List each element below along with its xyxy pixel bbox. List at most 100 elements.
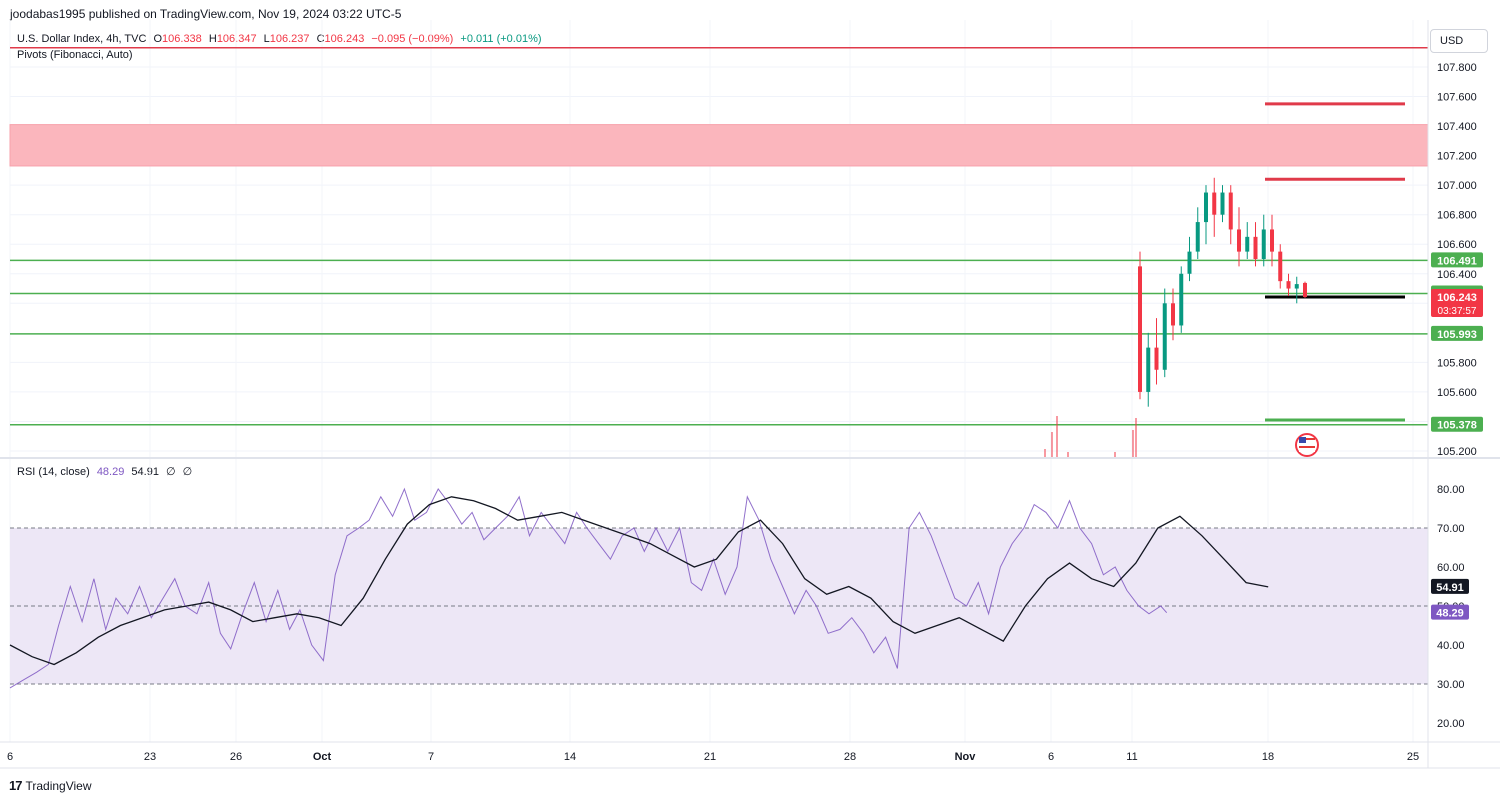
candle-body <box>1286 281 1291 289</box>
candle-body <box>1162 303 1167 370</box>
time-tick-label: 21 <box>704 751 716 763</box>
candle-body <box>1237 229 1241 252</box>
flag-stripe <box>1299 438 1315 440</box>
rsi-label: 54.91 <box>1436 582 1464 594</box>
rsi-ma-value: 54.91 <box>131 466 159 478</box>
rsi-tick-label: 60.00 <box>1437 562 1465 574</box>
price-tick-label: 106.600 <box>1437 239 1477 251</box>
candle-body <box>1220 192 1225 215</box>
candle-body <box>1146 347 1151 392</box>
tradingview-logo-icon: 17 <box>9 778 23 793</box>
rsi-legend: RSI (14, close) 48.29 54.91 ∅ ∅ <box>17 465 196 478</box>
time-tick-label: 25 <box>1407 751 1419 763</box>
time-tick-label: 28 <box>844 751 856 763</box>
candle-body <box>1261 229 1266 259</box>
price-label-box <box>1431 416 1483 432</box>
time-tick-label: Nov <box>955 751 977 763</box>
time-tick-label: 6 <box>7 751 13 763</box>
rsi-extra-2: ∅ <box>182 466 193 478</box>
candle-body <box>1138 266 1142 392</box>
candle-body <box>1294 284 1299 289</box>
time-tick-label: 26 <box>230 751 242 763</box>
low-value: 106.237 <box>269 33 310 45</box>
rsi-tick-label: 30.00 <box>1437 679 1465 691</box>
pivots-indicator-legend[interactable]: Pivots (Fibonacci, Auto) <box>17 49 133 61</box>
price-legend: U.S. Dollar Index, 4h, TVC O106.338 H106… <box>17 33 546 45</box>
flag-stripe <box>1299 442 1315 444</box>
high-value: 106.347 <box>216 33 257 45</box>
flag-stripe <box>1299 446 1315 448</box>
pivot-levels <box>10 47 1428 426</box>
price-tick-label: 105.600 <box>1437 387 1477 399</box>
time-tick-label: 14 <box>564 751 576 763</box>
price-tick-label: 107.000 <box>1437 180 1477 192</box>
resistance-zone-rect <box>9 124 1429 167</box>
open-value: 106.338 <box>162 33 202 45</box>
flag-stripe <box>1299 450 1315 452</box>
high-label: H <box>208 33 217 45</box>
extra-change-value: +0.011 (+0.01%) <box>460 33 542 45</box>
price-label: 105.378 <box>1437 420 1477 432</box>
candle-body <box>1171 303 1175 326</box>
time-tick-label: 18 <box>1262 751 1274 763</box>
candle-body <box>1278 251 1283 282</box>
publisher-header: joodabas1995 published on TradingView.co… <box>10 7 402 21</box>
candle-body <box>1179 273 1184 326</box>
price-tick-label: 107.400 <box>1437 121 1477 133</box>
rsi-ma-line <box>9 496 1269 666</box>
candle-body <box>1228 192 1233 230</box>
open-label: O <box>153 33 163 45</box>
brand-name: TradingView <box>25 778 92 793</box>
price-label: 106.491 <box>1437 255 1477 267</box>
low-label: L <box>263 33 270 45</box>
rsi-tick-label: 80.00 <box>1437 484 1465 496</box>
price-tick-label: 106.400 <box>1437 269 1477 281</box>
candlestick-series <box>1044 177 1307 458</box>
price-tick-label: 107.200 <box>1437 151 1477 163</box>
time-tick-label: 11 <box>1126 751 1137 763</box>
tradingview-brand[interactable]: 17 TradingView <box>9 778 92 793</box>
axes: 107.800 107.600 107.400 107.200 107.000 106.8… <box>0 20 1500 769</box>
time-tick-label: 7 <box>428 751 434 763</box>
price-tick-label: 107.800 <box>1437 62 1477 74</box>
rsi-line <box>9 487 1168 689</box>
close-label: C <box>316 33 325 45</box>
time-tick-label: 6 <box>1048 751 1054 763</box>
rsi-tick-label: 20.00 <box>1437 718 1465 730</box>
rsi-label: 48.29 <box>1436 608 1464 620</box>
price-tick-label: 107.600 <box>1437 92 1477 104</box>
flag-canton <box>1299 437 1306 443</box>
rsi-pane <box>9 487 1428 689</box>
candle-body <box>1204 192 1208 223</box>
candle-body <box>1195 222 1200 252</box>
time-tick-label: 23 <box>144 751 156 763</box>
candle-body <box>1253 236 1258 259</box>
candle-body <box>1245 236 1250 252</box>
rsi-extra-1: ∅ <box>166 466 176 478</box>
price-tick-label: 105.200 <box>1437 446 1477 458</box>
price-label: 106.243 <box>1437 292 1477 304</box>
candle-body <box>1270 229 1274 252</box>
rsi-tick-label: 40.00 <box>1437 640 1465 652</box>
candle-body <box>1154 347 1159 370</box>
candle-body <box>1212 192 1217 215</box>
symbol-name[interactable]: U.S. Dollar Index, 4h, TVC <box>17 33 147 45</box>
rsi-tick-label: 70.00 <box>1437 523 1465 535</box>
rsi-label-box <box>1431 604 1469 620</box>
rsi-name[interactable]: RSI (14, close) <box>17 466 90 478</box>
price-tick-label: 105.800 <box>1437 357 1477 369</box>
currency-button[interactable]: USD <box>1430 29 1488 53</box>
candle-body <box>1187 251 1192 274</box>
price-label-box <box>1431 252 1483 268</box>
time-tick-label: Oct <box>313 751 332 763</box>
price-label: 105.993 <box>1437 329 1477 341</box>
rsi-value: 48.29 <box>96 466 125 478</box>
change-value: −0.095 (−0.09%) <box>371 33 454 45</box>
countdown-label: 03:37:57 <box>1438 306 1477 317</box>
us-flag-icon[interactable] <box>1295 433 1319 457</box>
price-label-box <box>1431 325 1483 341</box>
price-label-box <box>1431 288 1483 317</box>
candle-body <box>1303 282 1307 297</box>
close-value: 106.243 <box>324 33 365 45</box>
